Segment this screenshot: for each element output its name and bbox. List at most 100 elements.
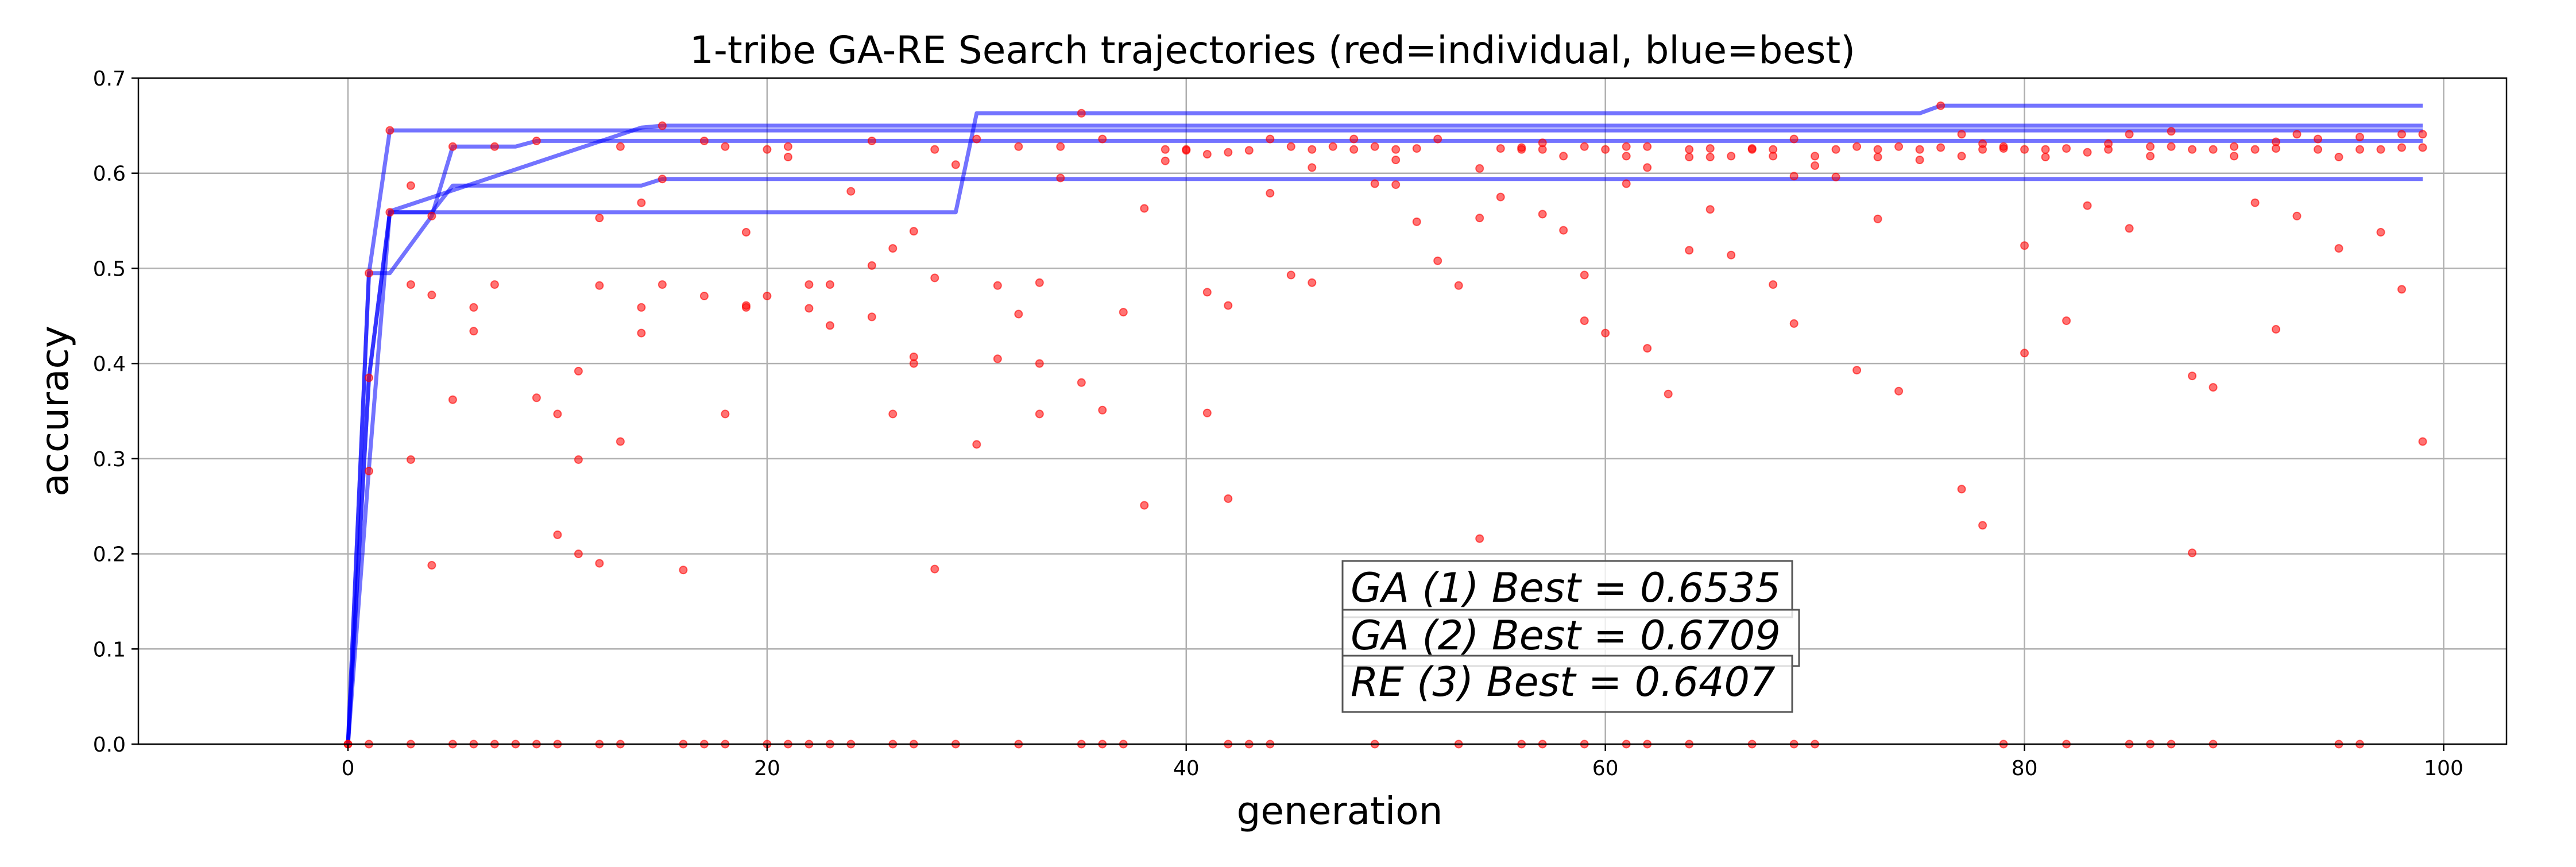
individual-point <box>888 409 898 419</box>
individual-point <box>2272 144 2280 153</box>
individual-point <box>2188 145 2197 154</box>
individual-point <box>1224 494 1233 503</box>
individual-point <box>846 187 856 196</box>
plot-frame <box>137 77 2508 745</box>
individual-point <box>385 208 394 217</box>
individual-point <box>2334 153 2343 161</box>
individual-point <box>1349 134 1359 144</box>
individual-point <box>2020 241 2029 250</box>
individual-point <box>1538 210 1547 219</box>
individual-point <box>1811 161 1820 170</box>
individual-point <box>1140 204 1149 213</box>
individual-point <box>699 292 709 300</box>
individual-point <box>930 145 939 154</box>
individual-point <box>657 121 667 130</box>
individual-point <box>1978 521 1987 530</box>
y-tick-label: 0.7 <box>93 67 126 91</box>
individual-point <box>574 455 583 464</box>
individual-point <box>637 198 646 207</box>
individual-point <box>1978 145 1987 154</box>
individual-point <box>1077 378 1086 387</box>
individual-point <box>721 409 730 419</box>
individual-point <box>1873 153 1882 161</box>
individual-point <box>1308 145 1317 154</box>
individual-point <box>1224 148 1233 157</box>
individual-point <box>1077 109 1086 118</box>
individual-point <box>1769 152 1778 161</box>
individual-point <box>532 393 541 402</box>
individual-point <box>1852 142 1862 151</box>
annotation-ga2: GA (2) Best = 0.6709 <box>1351 612 1781 659</box>
individual-point <box>763 292 772 300</box>
y-tick-label: 0.5 <box>93 257 126 281</box>
individual-point <box>1894 142 1904 151</box>
individual-point <box>1370 179 1379 188</box>
individual-point <box>1727 152 1736 161</box>
x-axis-label: generation <box>1237 789 1443 833</box>
individual-point <box>741 228 751 237</box>
individual-point <box>574 549 583 559</box>
individual-point <box>867 261 876 270</box>
individual-point <box>2020 145 2029 154</box>
individual-point <box>1517 143 1526 152</box>
individual-point <box>1580 270 1589 280</box>
individual-point <box>993 281 1002 290</box>
individual-point <box>2334 244 2343 253</box>
individual-point <box>2418 130 2427 139</box>
individual-point <box>1894 386 1904 396</box>
individual-point <box>1957 485 1966 494</box>
individual-point <box>574 366 583 376</box>
individual-point <box>1705 205 1715 214</box>
individual-point <box>469 327 478 336</box>
x-tick-label: 20 <box>754 757 780 780</box>
individual-point <box>1412 217 1421 226</box>
individual-point <box>1915 156 1924 164</box>
individual-point <box>1747 144 1757 153</box>
individual-point <box>657 175 667 184</box>
individual-point <box>2104 145 2113 154</box>
individual-point <box>2272 325 2280 334</box>
individual-point <box>1035 278 1044 287</box>
individual-point <box>1769 280 1778 289</box>
individual-point <box>1664 389 1673 398</box>
annotation-box-ga1 <box>1341 560 1793 618</box>
individual-point <box>2418 437 2427 446</box>
chart-title: 1-tribe GA-RE Search trajectories (red=i… <box>690 28 1855 72</box>
individual-point <box>1789 319 1798 328</box>
individual-point <box>1852 366 1862 375</box>
individual-point <box>2062 316 2071 326</box>
individual-point <box>1957 152 1966 161</box>
individual-point <box>1727 250 1736 260</box>
individual-point <box>825 280 834 289</box>
individual-point <box>2230 142 2239 151</box>
y-axis-label: accuracy <box>33 326 77 497</box>
individual-point <box>1685 246 1694 255</box>
y-tick-label: 0.0 <box>93 733 126 757</box>
individual-point <box>1202 150 1212 159</box>
individual-point <box>365 269 373 278</box>
individual-point <box>1496 144 1505 153</box>
individual-point <box>1161 156 1170 165</box>
individual-point <box>2041 153 2050 161</box>
individual-point <box>595 281 604 290</box>
individual-point <box>1161 145 1170 154</box>
individual-point <box>1622 152 1631 161</box>
x-tick-label: 100 <box>2424 757 2463 780</box>
individual-point <box>2376 228 2385 237</box>
individual-point <box>1873 145 1882 154</box>
individual-point <box>2083 148 2092 157</box>
individual-point <box>930 273 939 282</box>
individual-point <box>1957 130 1966 139</box>
individual-point <box>1056 142 1065 151</box>
individual-point <box>2146 152 2155 161</box>
individual-point <box>783 153 792 161</box>
individual-point <box>2397 285 2406 294</box>
individual-point <box>1936 143 1945 152</box>
individual-point <box>1140 501 1149 510</box>
individual-point <box>595 214 604 223</box>
individual-point <box>1643 142 1652 151</box>
individual-point <box>1643 344 1652 353</box>
individual-point <box>888 244 898 253</box>
individual-point <box>2083 201 2092 210</box>
